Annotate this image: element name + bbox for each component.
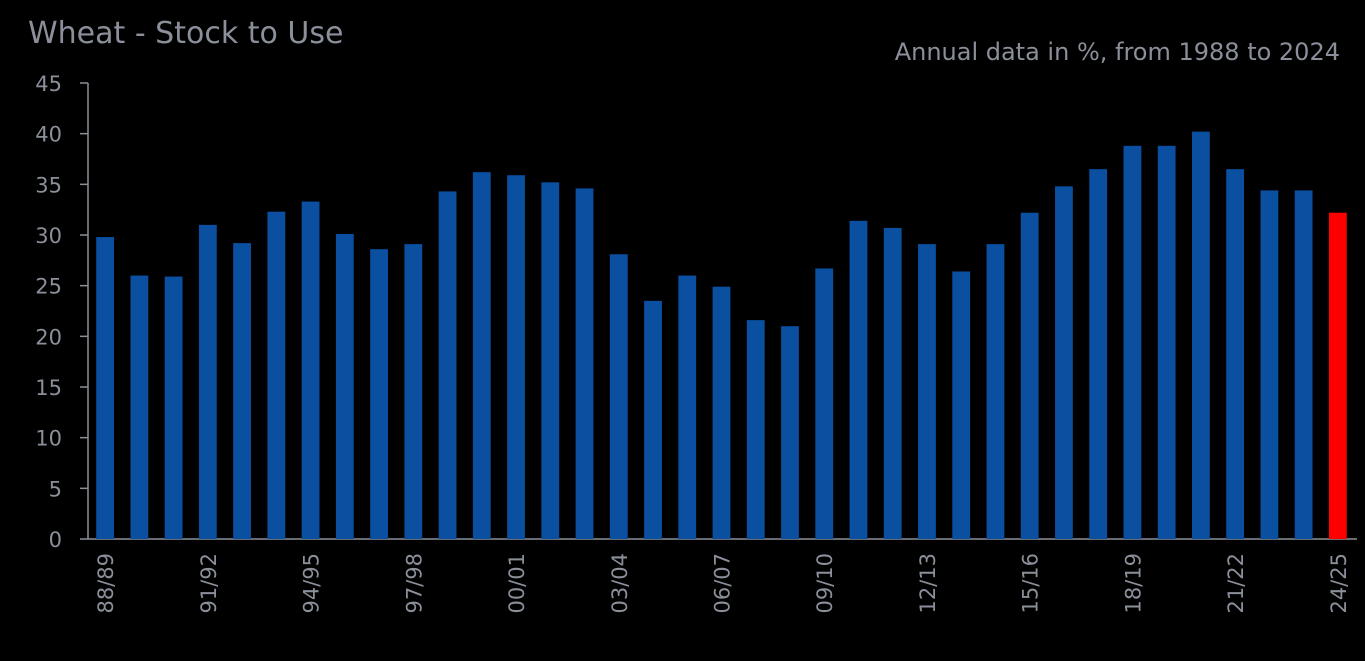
bar [130, 275, 149, 539]
bar [507, 175, 525, 540]
x-tick-label: 91/92 [197, 553, 221, 614]
bar [644, 300, 662, 539]
chart-title: Wheat - Stock to Use [28, 16, 344, 51]
bar [370, 249, 388, 540]
bar [952, 271, 971, 539]
bar [96, 237, 115, 539]
y-tick-label: 40 [35, 123, 62, 147]
x-tick-label: 06/07 [711, 553, 735, 614]
bar [815, 268, 834, 539]
bar [404, 244, 423, 539]
bar [1055, 186, 1073, 540]
bar [678, 275, 697, 539]
x-tick-label: 00/01 [505, 553, 529, 614]
bar [301, 201, 320, 539]
y-tick-label: 0 [49, 528, 62, 552]
bar [849, 220, 868, 539]
bar [1157, 145, 1176, 539]
y-tick-label: 45 [35, 72, 62, 96]
bar [609, 254, 628, 539]
bar [918, 244, 936, 539]
x-tick-label: 15/16 [1019, 553, 1043, 614]
x-tick-label: 94/95 [300, 553, 324, 614]
y-tick-label: 5 [49, 477, 62, 501]
x-tick-label: 18/19 [1121, 553, 1145, 614]
x-tick-label: 88/89 [94, 553, 118, 614]
bar [1294, 190, 1313, 539]
bar [746, 320, 765, 539]
y-tick-label: 20 [35, 325, 62, 349]
bar [198, 224, 217, 539]
y-tick-label: 30 [35, 224, 62, 248]
y-tick-label: 10 [35, 427, 62, 451]
x-tick-label: 12/13 [916, 553, 940, 614]
x-tick-label: 03/04 [608, 553, 632, 614]
bar-highlighted [1328, 212, 1347, 539]
x-tick-label: 97/98 [402, 553, 426, 614]
bar [1226, 169, 1245, 539]
bar [1020, 212, 1039, 539]
bar [1089, 169, 1108, 539]
chart-subtitle: Annual data in %, from 1988 to 2024 [894, 38, 1340, 66]
bar [1192, 131, 1210, 539]
bar [335, 233, 354, 539]
bar [233, 243, 251, 539]
bar [541, 182, 560, 539]
bar [472, 172, 491, 539]
bar [1123, 145, 1142, 539]
y-tick-label: 35 [35, 173, 62, 197]
bar [1260, 190, 1279, 539]
bar [438, 191, 457, 539]
bar [712, 286, 731, 539]
bar [575, 188, 594, 540]
x-tick-label: 24/25 [1327, 553, 1351, 614]
y-tick-label: 25 [35, 275, 62, 299]
bar [164, 276, 183, 539]
bar [267, 211, 286, 539]
x-tick-label: 09/10 [813, 553, 837, 614]
bar [883, 227, 902, 539]
bar [986, 244, 1005, 539]
y-tick-label: 15 [35, 376, 62, 400]
x-tick-label: 21/22 [1224, 553, 1248, 614]
bar [781, 326, 799, 539]
